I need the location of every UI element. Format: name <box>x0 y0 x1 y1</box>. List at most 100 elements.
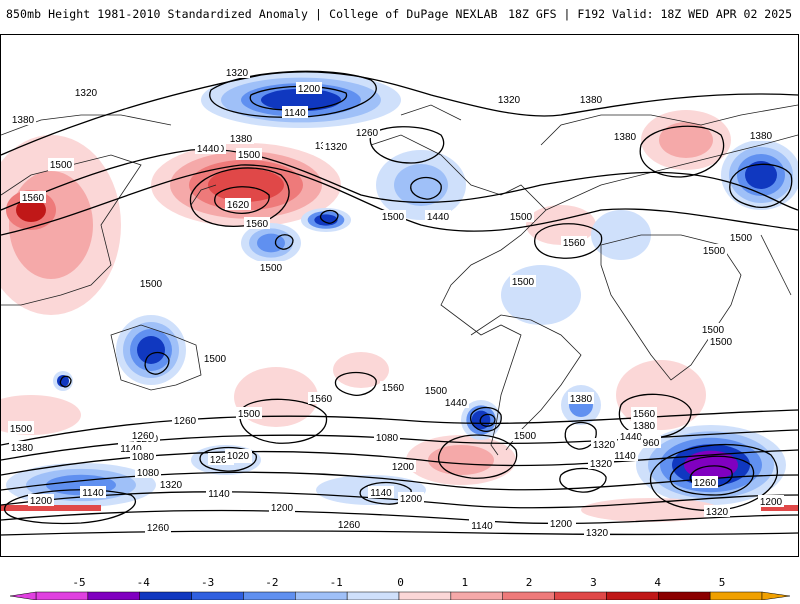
contour-label: 1560 <box>20 191 46 204</box>
height-contour <box>1 530 798 536</box>
colorbar-tick-label: 2 <box>525 576 533 589</box>
height-contour <box>479 413 496 427</box>
contour-label: 1440 <box>425 210 451 223</box>
svg-text:1200: 1200 <box>760 497 783 508</box>
contour-label: 1500 <box>512 429 538 442</box>
height-contour <box>214 186 270 214</box>
svg-text:1380: 1380 <box>570 394 593 405</box>
height-contour <box>1 471 798 491</box>
colorbar-segment <box>295 591 348 601</box>
svg-text:1320: 1320 <box>75 88 98 99</box>
colorbar-segment <box>346 591 400 601</box>
contour-label: 1380 <box>9 441 35 454</box>
color-scale <box>0 566 800 601</box>
svg-text:1500: 1500 <box>510 212 533 223</box>
svg-text:1020: 1020 <box>227 451 250 462</box>
contour-label: 1260 <box>145 521 171 534</box>
height-contour <box>639 125 725 178</box>
contour-label: 1200 <box>296 82 322 95</box>
contour-label: 1260 <box>354 126 380 139</box>
anomaly-blob <box>684 450 738 480</box>
height-contour <box>319 209 339 224</box>
height-contour <box>3 489 137 525</box>
contour-label: 1260 <box>130 429 156 442</box>
svg-text:1140: 1140 <box>471 521 493 532</box>
contour-labels: 1320 1320 1380 1200 1140 1380 1320 1380 1440 1380… <box>8 66 784 539</box>
contour-label: 1440 <box>443 396 469 409</box>
contour-label: 1320 <box>323 140 349 153</box>
height-contour <box>59 375 72 388</box>
colorbar-segment <box>554 591 607 601</box>
svg-text:1200: 1200 <box>550 519 573 530</box>
svg-text:1500: 1500 <box>514 431 537 442</box>
svg-text:1080: 1080 <box>137 468 160 479</box>
anomaly-blob <box>394 164 448 206</box>
svg-text:1200: 1200 <box>271 503 294 514</box>
height-contour <box>559 467 607 493</box>
svg-text:1260: 1260 <box>210 455 233 466</box>
colorbar-right-arrow <box>761 591 791 601</box>
svg-text:1560: 1560 <box>246 219 269 230</box>
contour-label: 1500 <box>701 244 727 257</box>
svg-text:1320: 1320 <box>325 142 348 153</box>
contour-label: 1380 <box>612 130 638 143</box>
contour-label: 1260 <box>172 414 198 427</box>
svg-text:1320: 1320 <box>590 459 613 470</box>
svg-text:1500: 1500 <box>260 263 283 274</box>
svg-text:1500: 1500 <box>702 325 725 336</box>
contour-label: 1380 <box>10 113 36 126</box>
contour-label: 1440 <box>195 142 221 155</box>
contour-label: 1500 <box>202 352 228 365</box>
anomaly-blob <box>501 265 581 325</box>
anomaly-strip <box>1 505 101 511</box>
contour-label: 1380 <box>568 392 594 405</box>
svg-text:1440: 1440 <box>427 212 450 223</box>
svg-text:1500: 1500 <box>703 246 726 257</box>
contour-label: 1380 <box>631 419 657 432</box>
svg-text:1500: 1500 <box>425 386 448 397</box>
anomaly-blob <box>428 445 494 475</box>
contour-label: 1200 <box>758 495 784 508</box>
svg-text:1380: 1380 <box>230 134 253 145</box>
height-contour <box>649 444 778 512</box>
svg-text:1380: 1380 <box>580 95 603 106</box>
coastline <box>370 134 547 456</box>
svg-text:1500: 1500 <box>512 277 535 288</box>
svg-text:1320: 1320 <box>706 507 729 518</box>
svg-text:1380: 1380 <box>750 131 773 142</box>
height-contour <box>618 393 692 439</box>
anomaly-blob <box>261 88 341 112</box>
coastline <box>540 104 798 146</box>
coastline <box>400 104 462 121</box>
contour-label: 1500 <box>700 323 726 336</box>
contour-label: 1200 <box>269 501 295 514</box>
svg-text:1500: 1500 <box>140 279 163 290</box>
colorbar-tick-label: -2 <box>265 576 279 589</box>
height-contour <box>334 371 377 396</box>
svg-text:1500: 1500 <box>204 354 227 365</box>
contour-label: 1320 <box>224 66 250 79</box>
contour-label: 1200 <box>390 460 416 473</box>
colorbar-segment <box>243 591 296 601</box>
svg-text:1140: 1140 <box>370 488 392 499</box>
contour-label: 1560 <box>561 236 587 249</box>
svg-text:1140: 1140 <box>284 108 306 119</box>
contour-label: 1140 <box>206 487 232 500</box>
contour-label: 1080 <box>374 431 400 444</box>
height-contour <box>249 85 348 111</box>
map-panel[interactable]: 1320 1320 1380 1200 1140 1380 1320 1380 1440 1380… <box>0 34 799 557</box>
svg-text:1560: 1560 <box>382 383 405 394</box>
contour-label: 1080 <box>135 466 161 479</box>
svg-text:1320: 1320 <box>160 480 183 491</box>
height-contour <box>1 509 798 525</box>
contour-label: 1500 <box>236 148 262 161</box>
contour-label: 1140 <box>282 106 308 119</box>
contour-label: 1500 <box>8 422 34 435</box>
contour-label: 1320 <box>158 478 184 491</box>
colorbar-tick-label: -4 <box>136 576 150 589</box>
svg-text:1140: 1140 <box>614 451 636 462</box>
svg-text:1140: 1140 <box>208 489 230 500</box>
contour-label: 1500 <box>258 261 284 274</box>
svg-text:1500: 1500 <box>730 233 753 244</box>
contour-label: 1500 <box>138 277 164 290</box>
